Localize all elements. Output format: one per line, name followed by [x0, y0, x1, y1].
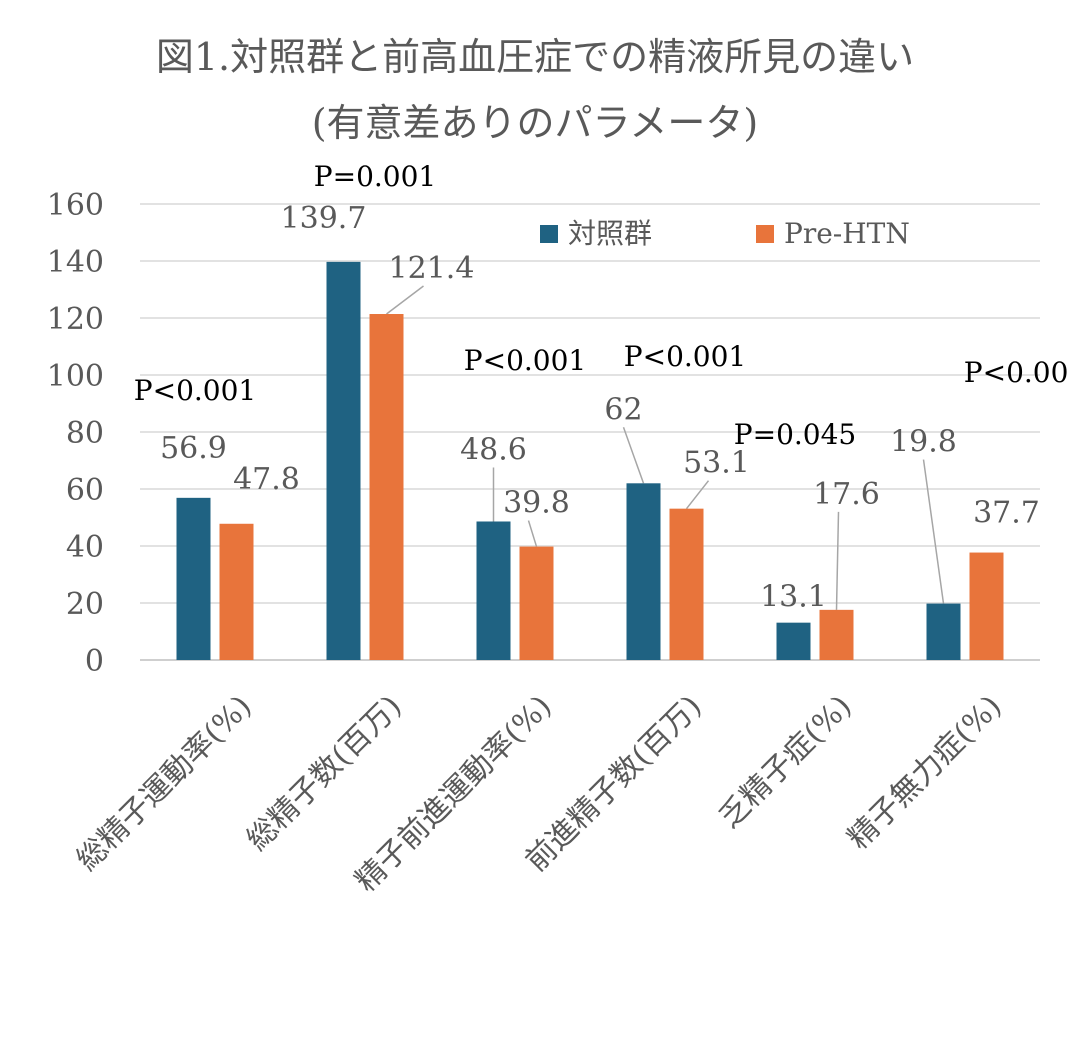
data-label: 37.7: [973, 496, 1040, 531]
x-tick-label: 総精子運動率(%): [70, 689, 259, 878]
bar-prehtn: [219, 523, 254, 660]
legend: 対照群 Pre-HTN: [540, 217, 910, 250]
data-label: 121.4: [389, 251, 475, 286]
bar-control: [326, 261, 361, 660]
bar-prehtn: [819, 609, 854, 660]
data-label: 48.6: [460, 432, 527, 467]
bar-control: [176, 497, 211, 660]
leader-line: [922, 459, 945, 604]
y-tick-label: 80: [66, 416, 104, 451]
leader-line: [685, 480, 710, 510]
leader-lines: [386, 285, 945, 610]
p-value-labels: P<0.001 P=0.001 P<0.001 P<0.001 P=0.045 P<0.0…: [134, 160, 1070, 451]
data-label: 53.1: [683, 446, 750, 481]
y-tick-label: 140: [47, 245, 104, 280]
bar-control: [626, 483, 661, 660]
y-tick-label: 20: [66, 587, 104, 622]
x-tick-label: 総精子数(百万): [240, 689, 409, 858]
y-tick-label: 160: [47, 188, 104, 223]
bars: [176, 261, 1004, 660]
y-tick-label: 120: [47, 302, 104, 337]
bar-control: [776, 622, 811, 660]
data-labels: 56.947.8 139.7 121.4 48.6 39.8 62 53.1 13.1 17.6…: [160, 201, 1040, 615]
bar-prehtn: [669, 508, 704, 660]
chart-title: 図1.対照群と前高血圧症での精液所見の違い: [156, 35, 914, 79]
leader-line: [622, 427, 645, 484]
x-tick-label: 乏精子症(%): [712, 689, 858, 835]
bar-prehtn: [369, 314, 404, 660]
gridlines: [140, 203, 1040, 661]
y-axis-ticks: 0 20 40 60 80 100 120 140 160: [47, 188, 104, 679]
p-value-label: P=0.001: [314, 160, 436, 193]
p-value-label: P<0.001: [464, 344, 586, 377]
chart-subtitle: (有意差ありのパラメータ): [312, 101, 759, 145]
leader-line: [386, 285, 424, 315]
bar-control: [476, 521, 511, 660]
y-tick-label: 100: [47, 359, 104, 394]
bar-prehtn: [519, 546, 554, 660]
p-value-label: P=0.045: [734, 418, 856, 451]
y-tick-label: 0: [85, 644, 104, 679]
x-axis-ticks: 総精子運動率(%)総精子数(百万)精子前進運動率(%)前進精子数(百万) 乏精子症…: [70, 689, 1009, 899]
bar-control: [926, 603, 961, 660]
legend-label-control: 対照群: [568, 217, 652, 250]
data-label: 139.7: [281, 201, 367, 236]
y-tick-label: 40: [66, 530, 104, 565]
data-label: 62: [604, 392, 642, 427]
p-value-label: P<0.001: [134, 374, 256, 407]
data-label: 56.9: [160, 431, 227, 466]
data-label: 17.6: [813, 477, 880, 512]
y-tick-label: 60: [66, 473, 104, 508]
legend-label-prehtn: Pre-HTN: [784, 217, 910, 250]
leader-line: [527, 520, 538, 547]
data-label: 39.8: [503, 486, 570, 521]
bar-prehtn: [969, 552, 1004, 660]
legend-swatch-control: [540, 225, 558, 243]
p-value-label: P<0.001: [964, 356, 1070, 389]
leader-line: [835, 511, 840, 610]
p-value-label: P<0.001: [624, 340, 746, 373]
data-label: 19.8: [890, 425, 957, 460]
data-label: 47.8: [233, 462, 300, 497]
x-tick-label: 精子無力症(%): [841, 689, 1009, 857]
legend-swatch-prehtn: [756, 225, 774, 243]
data-label: 13.1: [760, 580, 827, 615]
